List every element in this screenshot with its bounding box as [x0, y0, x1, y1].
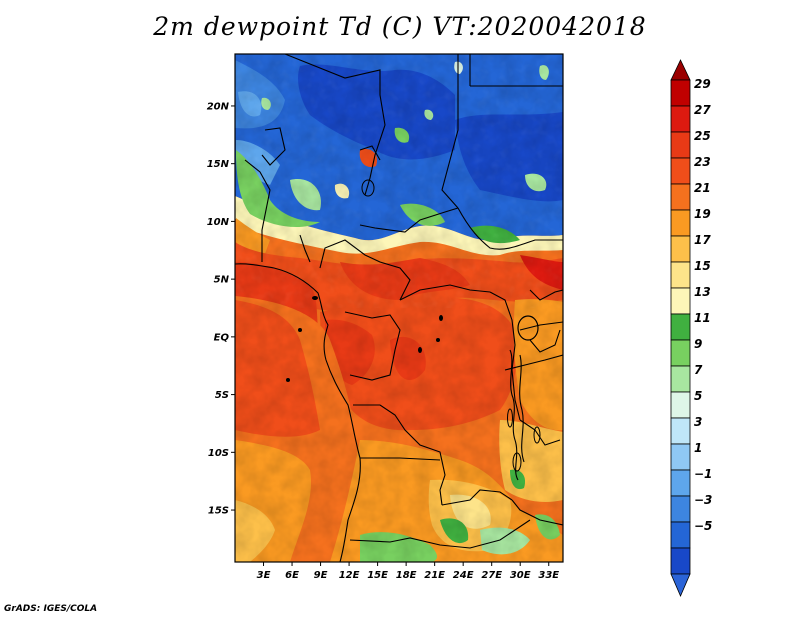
lon-label: 12E	[339, 570, 360, 581]
colorbar-label: 3	[694, 415, 702, 429]
colorbar-label: 9	[694, 337, 702, 351]
lat-label: 20N	[207, 101, 230, 112]
lat-label: 15N	[207, 159, 230, 170]
colorbar-segment	[670, 495, 691, 523]
colorbar-segment	[670, 261, 691, 289]
lat-label: 15S	[208, 506, 229, 517]
colorbar-label: 23	[694, 155, 711, 169]
colorbar-label: −5	[694, 519, 712, 533]
colorbar-label: −3	[694, 493, 712, 507]
lat-label: EQ	[214, 332, 230, 343]
lat-label: 10S	[208, 448, 229, 459]
country-borders	[235, 54, 563, 562]
colorbar-segment	[670, 443, 691, 471]
colorbar-segment	[670, 79, 691, 107]
colorbar-label: −1	[694, 467, 712, 481]
lat-label: 10N	[207, 217, 230, 228]
lon-label: 18E	[396, 570, 417, 581]
colorbar-label: 29	[694, 77, 711, 91]
colorbar-segment	[670, 521, 691, 549]
colorbar-label: 15	[694, 259, 711, 273]
colorbar-label: 17	[694, 233, 711, 247]
colorbar-segment	[670, 131, 691, 159]
colorbar-segment	[670, 417, 691, 445]
colorbar-label: 13	[694, 285, 711, 299]
lakes	[286, 179, 541, 472]
lon-label: 3E	[257, 570, 271, 581]
colorbar-label: 1	[694, 441, 702, 455]
colorbar-label: 5	[694, 389, 702, 403]
colorbar-segment	[670, 339, 691, 367]
dewpoint-field	[235, 54, 563, 562]
colorbar-label: 27	[694, 103, 711, 117]
map-title: 2m dewpoint Td (C) VT:2020042018	[153, 12, 647, 41]
colorbar: 29 27 25 23 21 19 17 15 13 11 9 7 5 3 1 −1 −3 −5	[670, 59, 712, 598]
colorbar-segment	[670, 469, 691, 497]
longitude-axis: 3E 6E 9E 12E 15E 18E 21E 24E 27E 30E 33E	[257, 562, 559, 581]
colorbar-top-arrow	[670, 59, 691, 81]
colorbar-segment	[670, 183, 691, 211]
colorbar-segment	[670, 157, 691, 185]
colorbar-segment	[670, 391, 691, 419]
colorbar-label: 11	[694, 311, 711, 325]
colorbar-label: 21	[694, 181, 711, 195]
lon-label: 21E	[424, 570, 445, 581]
grads-credit: GrADS: IGES/COLA	[4, 604, 98, 614]
lat-label: 5N	[214, 275, 230, 286]
lon-label: 6E	[285, 570, 299, 581]
lon-label: 15E	[367, 570, 388, 581]
colorbar-segment	[670, 365, 691, 393]
colorbar-segment	[670, 287, 691, 315]
colorbar-segment	[670, 235, 691, 263]
lon-label: 9E	[314, 570, 328, 581]
lon-label: 27E	[481, 570, 502, 581]
colorbar-label: 7	[694, 363, 703, 377]
colorbar-segment	[670, 209, 691, 237]
colorbar-label: 19	[694, 207, 711, 221]
lon-label: 24E	[453, 570, 474, 581]
lat-label: 5S	[215, 390, 229, 401]
map-frame	[234, 53, 564, 563]
colorbar-label: 25	[694, 129, 711, 143]
lon-label: 30E	[510, 570, 531, 581]
latitude-axis: 20N 15N 10N 5N EQ 5S 10S 15S	[207, 101, 235, 517]
colorbar-bottom-arrow	[670, 573, 691, 598]
colorbar-segment	[670, 547, 691, 575]
lon-label: 33E	[538, 570, 559, 581]
colorbar-segment	[670, 105, 691, 133]
colorbar-segment	[670, 313, 691, 341]
